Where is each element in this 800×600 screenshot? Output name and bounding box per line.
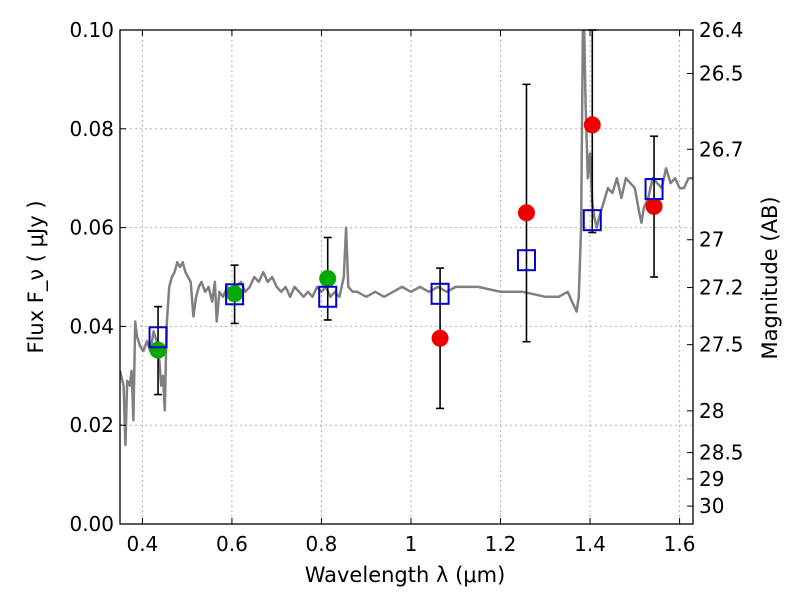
x-tick-label: 1.2: [485, 532, 517, 556]
photometry-point: [645, 197, 663, 215]
y2-tick-label: 28: [699, 399, 724, 423]
x-tick-label: 1.6: [664, 532, 696, 556]
y-tick-label: 0.10: [69, 18, 114, 42]
y-tick-label: 0.02: [69, 413, 114, 437]
photometry-point: [517, 204, 535, 222]
y2-tick-label: 28.5: [699, 441, 744, 465]
y-tick-label: 0.04: [69, 314, 114, 338]
photometry-point: [431, 329, 449, 347]
axis-ticks: 0.4 0.6 0.8 1 1.2 1.4 1.6 0.00 0.02 0.04 0.06 0.08 0…: [69, 18, 743, 556]
photometry-point: [149, 341, 167, 359]
photometry-point: [226, 285, 244, 303]
x-tick-label: 0.4: [126, 532, 158, 556]
model-flux-square: [430, 282, 450, 305]
photometry-point: [319, 269, 337, 287]
model-flux-square: [644, 178, 664, 201]
plot-frame: [119, 29, 694, 525]
model-flux-square: [318, 285, 338, 308]
y2-tick-label: 30: [699, 494, 724, 518]
model-flux-square: [582, 209, 602, 232]
x-tick-label: 0.8: [306, 532, 338, 556]
y2-tick-label: 26.4: [699, 18, 744, 42]
y-tick-label: 0.00: [69, 512, 114, 536]
data-markers: [148, 116, 664, 359]
model-flux-square: [148, 326, 168, 349]
x-axis-label: Wavelength λ (μm): [305, 563, 506, 587]
photometry-point: [583, 116, 601, 134]
y2-tick-label: 26.7: [699, 137, 744, 161]
y2-tick-label: 27.2: [699, 276, 744, 300]
y2-tick-label: 29: [699, 467, 724, 491]
y2-tick-label: 26.5: [699, 61, 744, 85]
x-tick-label: 0.6: [216, 532, 248, 556]
y2-tick-label: 27.5: [699, 333, 744, 357]
model-flux-square: [225, 283, 245, 306]
x-tick-label: 1.4: [574, 532, 606, 556]
grid: [120, 29, 693, 525]
y2-tick-label: 27: [699, 228, 724, 252]
y2-axis-label: Magnitude (AB): [758, 196, 782, 359]
spectrum-line: [120, 30, 693, 447]
model-flux-square: [516, 249, 536, 272]
model-spectrum-line: [120, 30, 693, 447]
x-tick-label: 1: [405, 532, 418, 556]
y-tick-label: 0.08: [69, 117, 114, 141]
y-tick-label: 0.06: [69, 216, 114, 240]
y-axis-label: Flux F_ν ( μJy ): [24, 200, 49, 353]
